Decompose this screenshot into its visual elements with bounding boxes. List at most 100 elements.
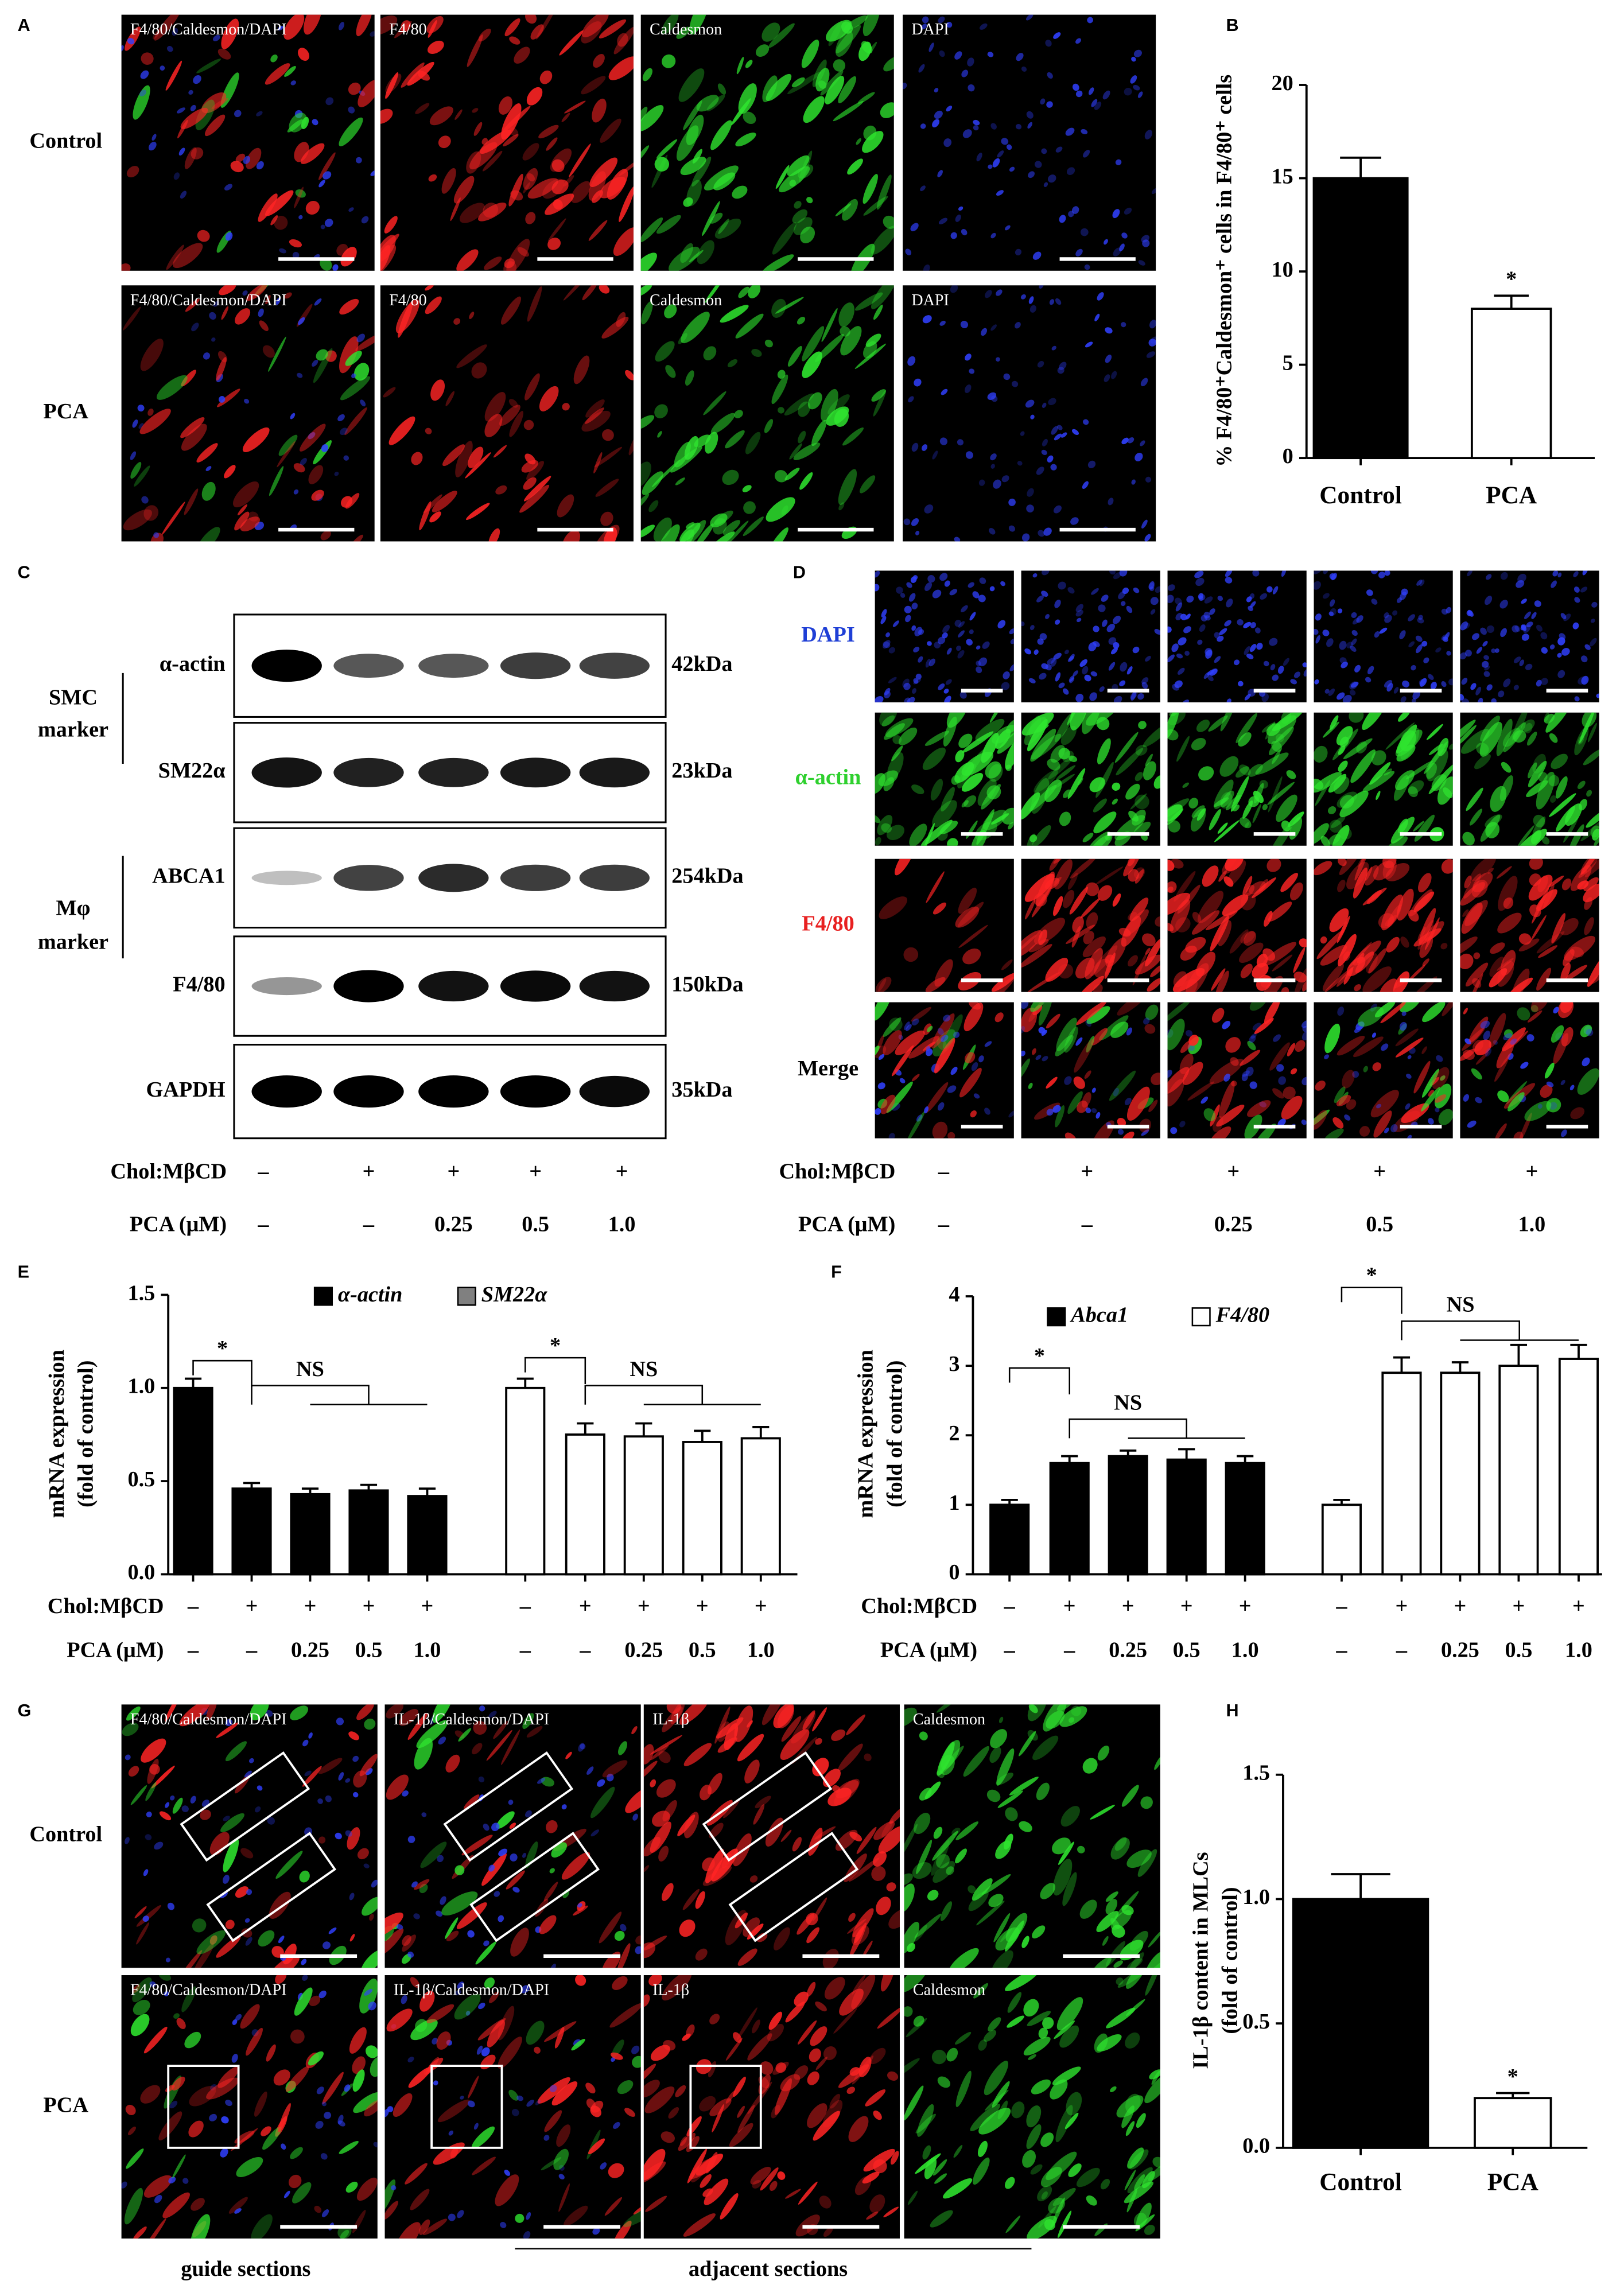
stain [697,240,714,265]
stain [978,2108,1011,2135]
stain [825,76,845,104]
stain [1346,642,1353,648]
stain [937,1028,944,1035]
stain [1244,1114,1262,1138]
stain [1359,1126,1370,1137]
stain [398,301,413,338]
stain [1440,943,1448,950]
stain [1223,1073,1230,1082]
stain [166,46,173,52]
stain [1536,967,1552,991]
bar [1381,1371,1422,1576]
stain [946,21,953,28]
micrograph [121,1704,378,1968]
stain [1384,612,1389,619]
stain [619,186,634,222]
stain [1082,1092,1091,1108]
stain [1021,533,1030,542]
stain [483,1823,489,1831]
panel-letter: G [18,1701,32,1720]
stain [1326,638,1334,647]
stain [662,54,676,68]
stain [1236,766,1249,778]
stain [957,439,964,446]
stain [1130,691,1136,701]
stain [270,215,278,226]
stain [1428,1090,1435,1097]
stain [875,1108,881,1115]
stain [298,215,303,220]
stain [1026,504,1034,513]
stain [976,153,982,162]
stain [181,1805,189,1812]
stain [1580,655,1588,663]
stain [905,615,911,623]
stain [1180,613,1187,620]
stain [578,1743,585,1752]
stain [1264,911,1273,927]
stain [802,326,825,362]
stain [904,2085,924,2121]
stain [284,292,292,299]
stain [1382,858,1397,869]
stain [806,1981,816,1997]
stain [1207,675,1214,682]
stain [1205,910,1238,931]
blot-band [251,650,322,682]
stain [885,632,890,638]
stain [1126,1027,1132,1036]
stain [1332,1117,1344,1129]
stain [380,108,393,124]
stain [953,2144,963,2158]
stain [640,217,663,243]
stain [1038,2206,1056,2228]
stain [1424,921,1444,941]
stain [1487,868,1494,874]
condition-value: + [579,1594,592,1618]
stain [903,518,911,526]
stain [996,190,1004,196]
stain [871,226,894,255]
stain [1489,957,1505,977]
stain [1366,589,1373,596]
stain [561,1804,567,1810]
stain [718,219,729,234]
stain [127,2126,136,2135]
image-content [875,712,1014,846]
stain [1413,821,1425,832]
stain [1032,573,1038,578]
stain [508,173,523,207]
stain [411,1881,418,1888]
stain [664,304,677,318]
stain [949,1948,979,1968]
stain [1203,671,1210,679]
stain [962,731,994,753]
stain [335,1832,342,1840]
condition-value: – [1004,1638,1016,1662]
stain [1353,1036,1384,1058]
stain [1408,614,1415,621]
stain [899,1078,906,1083]
stain [1022,2150,1036,2168]
stain [650,1745,669,1761]
stain [1561,648,1570,656]
stain [1324,689,1330,694]
stain [599,19,627,38]
stain [384,2201,399,2220]
stain [219,285,236,296]
stain [969,612,976,621]
stain [1031,1048,1036,1055]
stain [458,1728,472,1742]
stain [1577,780,1586,790]
stain [300,143,325,164]
stain [933,2159,947,2176]
image-content [875,570,1014,702]
stain [904,1707,917,1727]
stain [441,1891,478,1916]
stain [1372,1032,1377,1038]
stain [936,1854,950,1868]
stain [907,2190,918,2205]
condition-value: – [187,1638,199,1662]
stain [982,641,990,649]
bar [623,1435,664,1576]
